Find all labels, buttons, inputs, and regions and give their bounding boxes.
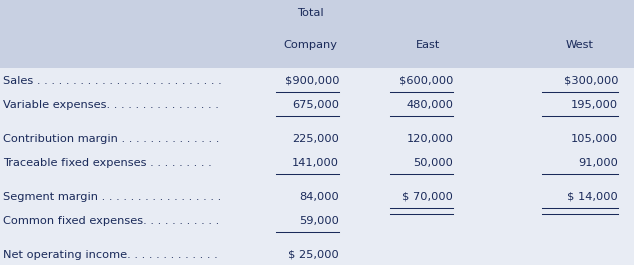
Text: Common fixed expenses. . . . . . . . . . .: Common fixed expenses. . . . . . . . . .…: [3, 216, 219, 226]
Text: 105,000: 105,000: [571, 134, 618, 144]
Text: Total: Total: [297, 8, 324, 18]
Text: $ 14,000: $ 14,000: [567, 192, 618, 202]
Text: 59,000: 59,000: [299, 216, 339, 226]
Text: 225,000: 225,000: [292, 134, 339, 144]
Bar: [0, 0, 634, 68]
Text: $ 25,000: $ 25,000: [288, 250, 339, 260]
Text: East: East: [416, 40, 440, 50]
Text: 91,000: 91,000: [578, 158, 618, 168]
Text: Company: Company: [283, 40, 338, 50]
Text: 195,000: 195,000: [571, 100, 618, 110]
Text: 120,000: 120,000: [406, 134, 453, 144]
Text: 480,000: 480,000: [406, 100, 453, 110]
Text: 141,000: 141,000: [292, 158, 339, 168]
Text: Contribution margin . . . . . . . . . . . . . .: Contribution margin . . . . . . . . . . …: [3, 134, 219, 144]
Text: $600,000: $600,000: [399, 76, 453, 86]
Text: Variable expenses. . . . . . . . . . . . . . . .: Variable expenses. . . . . . . . . . . .…: [3, 100, 219, 110]
Text: $900,000: $900,000: [285, 76, 339, 86]
Text: 84,000: 84,000: [299, 192, 339, 202]
Text: Traceable fixed expenses . . . . . . . . .: Traceable fixed expenses . . . . . . . .…: [3, 158, 212, 168]
Text: Net operating income. . . . . . . . . . . . .: Net operating income. . . . . . . . . . …: [3, 250, 218, 260]
Text: 675,000: 675,000: [292, 100, 339, 110]
Text: West: West: [566, 40, 594, 50]
Text: $300,000: $300,000: [564, 76, 618, 86]
Text: $ 70,000: $ 70,000: [403, 192, 453, 202]
Text: 50,000: 50,000: [413, 158, 453, 168]
Text: Segment margin . . . . . . . . . . . . . . . . .: Segment margin . . . . . . . . . . . . .…: [3, 192, 221, 202]
Text: Sales . . . . . . . . . . . . . . . . . . . . . . . . . .: Sales . . . . . . . . . . . . . . . . . …: [3, 76, 222, 86]
